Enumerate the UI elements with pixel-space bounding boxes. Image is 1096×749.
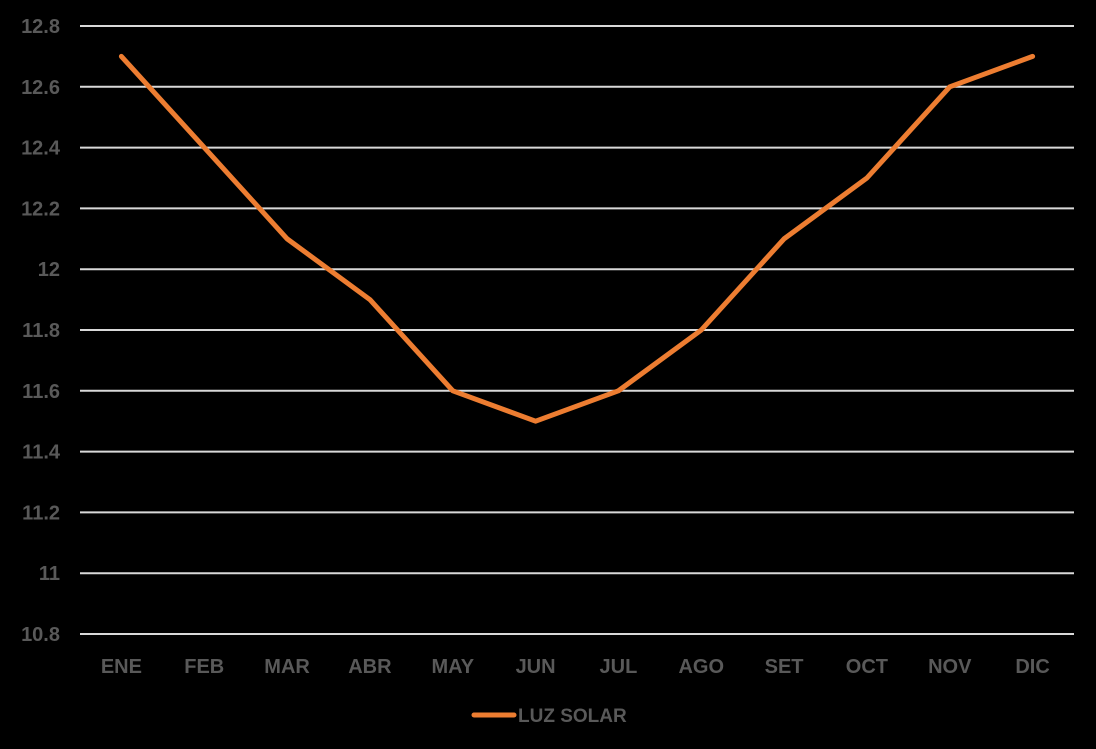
x-tick-label: ENE bbox=[101, 656, 142, 678]
y-tick-label: 11.4 bbox=[22, 442, 61, 464]
y-tick-label: 11.6 bbox=[22, 381, 60, 403]
legend: LUZ SOLAR bbox=[471, 706, 627, 727]
y-tick-label: 12.8 bbox=[21, 16, 60, 38]
x-tick-label: ABR bbox=[348, 656, 392, 678]
y-tick-label: 12.2 bbox=[21, 198, 60, 220]
x-tick-label: NOV bbox=[928, 656, 972, 678]
x-tick-label: DIC bbox=[1015, 656, 1049, 678]
y-tick-label: 11.2 bbox=[22, 502, 60, 524]
legend-label: LUZ SOLAR bbox=[518, 706, 627, 727]
y-tick-label: 12 bbox=[38, 259, 60, 281]
x-axis-tick-labels: ENE FEB MAR ABR MAY JUN JUL AGO SET OCT NOV DIC bbox=[101, 656, 1050, 678]
y-tick-label: 12.6 bbox=[21, 77, 60, 99]
y-tick-label: 10.8 bbox=[21, 624, 60, 646]
x-tick-label: SET bbox=[765, 656, 804, 678]
x-tick-label: OCT bbox=[846, 656, 888, 678]
y-tick-label: 11 bbox=[39, 563, 60, 585]
gridlines bbox=[80, 25, 1074, 635]
x-tick-label: AGO bbox=[678, 656, 724, 678]
x-tick-label: JUL bbox=[600, 656, 638, 678]
x-tick-label: FEB bbox=[184, 656, 224, 678]
series-lines bbox=[118, 53, 1036, 424]
y-tick-label: 11.8 bbox=[22, 320, 60, 342]
y-axis-tick-labels: 10.8 11 11.2 11.4 11.6 11.8 12 12.2 12.4 12.6 12.8 bbox=[21, 16, 61, 646]
x-tick-label: MAR bbox=[264, 656, 310, 678]
series-line bbox=[118, 53, 1036, 424]
y-tick-label: 12.4 bbox=[21, 138, 61, 160]
x-tick-label: MAY bbox=[431, 656, 474, 678]
x-tick-label: JUN bbox=[516, 656, 556, 678]
